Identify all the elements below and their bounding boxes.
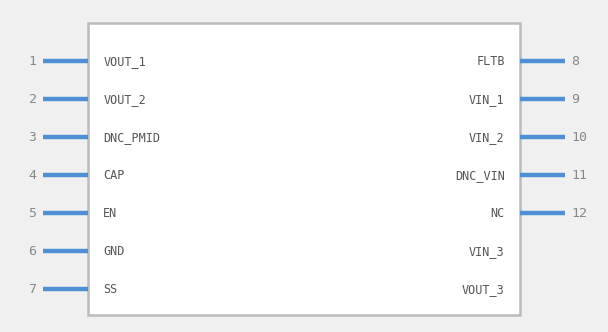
Text: FLTB: FLTB [476, 55, 505, 68]
Text: 9: 9 [572, 93, 579, 106]
Text: 1: 1 [29, 55, 36, 68]
Text: 7: 7 [29, 283, 36, 295]
Text: VOUT_1: VOUT_1 [103, 55, 146, 68]
Text: 8: 8 [572, 55, 579, 68]
Text: VIN_2: VIN_2 [469, 131, 505, 144]
Bar [88, 23, 520, 315]
Text: 6: 6 [29, 245, 36, 258]
Text: GND: GND [103, 245, 125, 258]
Text: 10: 10 [572, 131, 587, 144]
Text: 4: 4 [29, 169, 36, 182]
Text: 5: 5 [29, 207, 36, 220]
Text: 2: 2 [29, 93, 36, 106]
Text: SS: SS [103, 283, 117, 295]
Text: CAP: CAP [103, 169, 125, 182]
Text: 3: 3 [29, 131, 36, 144]
Text: 12: 12 [572, 207, 587, 220]
Text: VOUT_2: VOUT_2 [103, 93, 146, 106]
Text: VIN_1: VIN_1 [469, 93, 505, 106]
Text: 11: 11 [572, 169, 587, 182]
Text: VOUT_3: VOUT_3 [462, 283, 505, 295]
Text: EN: EN [103, 207, 117, 220]
Text: VIN_3: VIN_3 [469, 245, 505, 258]
Text: DNC_VIN: DNC_VIN [455, 169, 505, 182]
Text: NC: NC [491, 207, 505, 220]
Text: DNC_PMID: DNC_PMID [103, 131, 161, 144]
